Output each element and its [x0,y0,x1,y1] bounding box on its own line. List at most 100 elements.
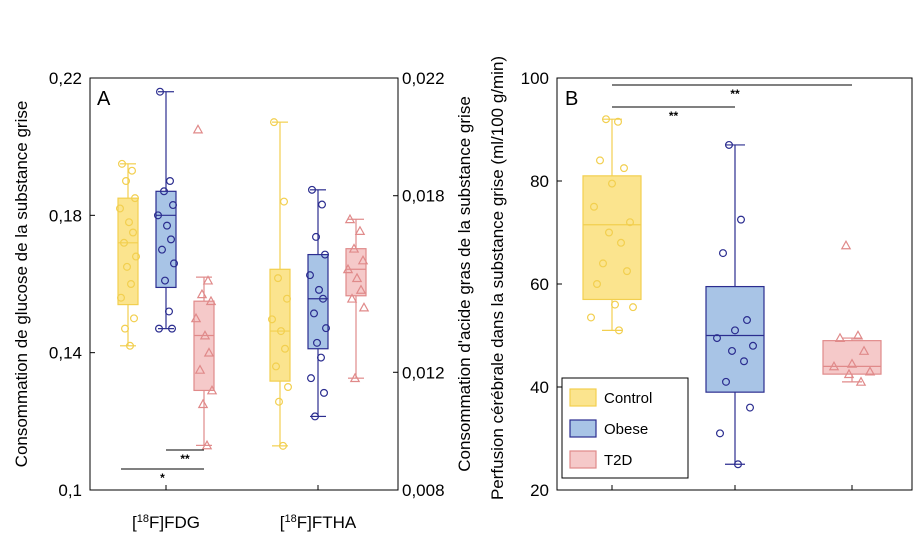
panel-b-control-point [616,238,625,247]
panel-a-ftha-obese-point [310,309,319,318]
panel-a-right-tick-label: 0,018 [402,187,445,206]
panel-b-obese-point [715,429,724,438]
panel-b-letter: B [565,88,578,110]
panel-a-fdg-control-point [130,314,139,323]
panel-a-ftha-obese-point [312,232,321,241]
panel-a-ftha-control-point [275,397,284,406]
panel-a-ftha-control-point [284,383,293,392]
panel-b-obese-point [727,346,736,355]
panel-b-control-point [622,267,631,276]
panel-a-fdg-t2d-box [193,300,215,392]
panel-a-ftha-t2d-point [355,284,367,294]
panel-a-x-tick-label: [18F]FTHA [280,513,357,532]
panel-b-obese-point [736,215,745,224]
panel-b-t2d-point [858,345,870,355]
panel-a-ftha-t2d-point [344,213,356,224]
panel-a-fdg-control-point [119,238,128,247]
panel-a-ftha-control-box [269,268,291,382]
panel-b-ylabel: Perfusion cérébrale dans la substance gr… [488,56,507,500]
panel-a-significance-label: ** [180,452,190,466]
panel-a-fdg-control-point [115,204,124,213]
panel-a-fdg-obese-point [169,201,178,210]
panel-a-ftha-obese-point [319,294,328,303]
panel-a-frame [89,77,399,491]
panel-b-t2d-point [840,239,852,250]
panel-a-fdg-obese-point [170,259,179,268]
panel-a-fdg-control-box [117,197,139,306]
panel-b-obese-point [721,377,730,386]
panel-b-control-point [614,326,623,335]
panel-a-ftha-obese-point [317,353,326,362]
panel-a-ftha-obese-point [313,338,322,347]
panel-a-fdg-obese-point [161,276,170,285]
panel-a-letter: A [97,88,111,110]
panel-a-ftha-control-point [270,118,279,127]
panel-a-fdg-obese-point [165,307,174,316]
panel-b-t2d-point [828,360,840,371]
legend-label-t2d: T2D [604,452,633,469]
panel-a-fdg-control-point [129,228,138,237]
panel-b-t2d-point [852,330,864,340]
panel-b-control-point [601,115,610,124]
panel-b-tick-label: 100 [521,69,549,88]
panel-a-ftha-t2d-point [351,272,363,283]
panel-a-ftha-control-point [277,327,286,336]
panel-a-ftha-obese-point [320,388,329,397]
panel-b-tick-label: 20 [530,481,549,500]
panel-b-control-point [595,156,604,165]
panel-b-control-point [604,228,613,237]
panel-a-ftha-t2d-point [354,225,366,235]
panel-b-obese-box [705,285,765,393]
legend-label-control: Control [604,390,652,407]
panel-b-tick-label: 80 [530,172,549,191]
panel-a-fdg-t2d-point [203,347,215,357]
panel-a-ftha-control-point [279,441,288,450]
panel-a-ftha-t2d-point [358,302,370,312]
panel-a-fdg-control-point [125,341,134,350]
panel-a-fdg-obese-point [154,211,163,220]
panel-a-ftha-obese-point [321,250,330,259]
panel-b-obese-point [748,341,757,350]
panel-a-fdg-control-point [126,280,135,289]
panel-b-control-point [592,280,601,289]
panel-b-obese-point [724,140,733,149]
panel-a-fdg-t2d-point [206,384,218,395]
panel-b-control-point [625,218,634,227]
panel-a-ftha-obese-point [311,412,320,421]
panel-a-right-tick-label: 0,008 [402,481,445,500]
legend-swatch-obese [569,419,597,438]
panel-a-ftha-obese-point [322,324,331,333]
panel-a-fdg-control-point [117,159,126,168]
panel-a-fdg-t2d-point [196,288,208,299]
panel-a-fdg-t2d-point [194,364,206,374]
panel-a-fdg-control-point [128,166,137,175]
legend-label-obese: Obese [604,421,648,438]
panel-a-ftha-obese-point [307,374,316,383]
panel-a-significance-label: * [160,471,165,485]
panel-a-fdg-control-point [120,324,129,333]
panel-a-fdg-control-point [132,252,141,261]
panel-b-control-point [586,313,595,322]
panel-a-ftha-obese-point [306,271,315,280]
panel-b-significance-label: ** [669,109,679,123]
panel-a-x-tick-label: [18F]FDG [132,513,200,532]
panel-a-ftha-t2d-point [346,293,358,303]
panel-b-tick-label: 60 [530,275,549,294]
panel-a-fdg-control-point [122,262,131,271]
panel-a-fdg-t2d-point [201,439,213,450]
panel-a-ftha-control-point [280,197,289,206]
panel-b-control-point [610,300,619,309]
panel-a-left-tick-label: 0,18 [49,206,82,225]
panel-b-control-point [628,303,637,312]
panel-b-t2d-point [846,358,858,368]
panel-a-right-tick-label: 0,022 [402,69,445,88]
panel-a-ftha-control-point [268,315,277,324]
panel-b-control-point [619,164,628,173]
panel-a-fdg-obese-point [158,245,167,254]
panel-a-ftha-t2d-point [349,372,361,383]
panel-a-fdg-t2d-point [199,330,211,340]
panel-b-significance-label: ** [730,87,740,101]
panel-a-ftha-control-point [283,294,292,303]
panel-a-ftha-control-point [272,362,281,371]
panel-b-obese-point [745,403,754,412]
